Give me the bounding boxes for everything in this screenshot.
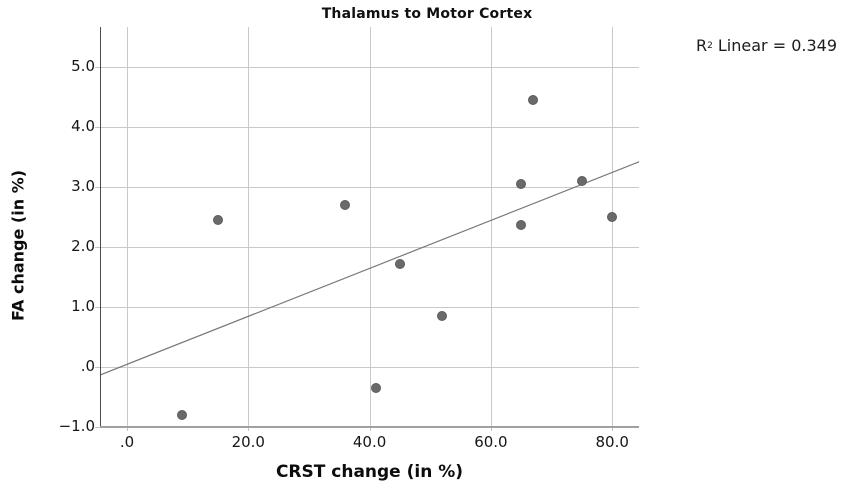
- y-axis-title: FA change (in %): [8, 169, 28, 322]
- gridline-vertical: [369, 27, 371, 427]
- y-axis-tick: [95, 127, 100, 129]
- gridline-horizontal: [100, 307, 639, 309]
- gridline-vertical: [127, 27, 128, 427]
- gridline-vertical: [490, 27, 492, 427]
- x-axis-line: [100, 426, 639, 428]
- r-squared-exponent: 2: [707, 41, 713, 51]
- y-axis-tick: [95, 67, 100, 69]
- y-axis-tick: [95, 247, 100, 249]
- gridline-horizontal: [100, 367, 639, 368]
- x-tick-label: 80.0: [595, 433, 629, 451]
- x-axis-tick: [612, 427, 614, 431]
- data-point: [176, 410, 187, 420]
- x-tick-label: 40.0: [352, 433, 387, 451]
- y-tick-label: 4.0: [71, 117, 95, 136]
- x-tick-label: 60.0: [474, 433, 508, 451]
- y-tick-label: 5.0: [71, 57, 95, 76]
- x-axis-tick: [369, 427, 371, 431]
- plot-area: [95, 27, 639, 431]
- x-axis-title: CRST change (in %): [275, 462, 464, 482]
- y-tick-label: −1.0: [58, 417, 95, 435]
- r-squared-base: R: [695, 36, 708, 55]
- gridline-horizontal: [100, 247, 639, 249]
- y-axis-tick: [95, 367, 100, 368]
- y-tick-label: 2.0: [71, 237, 95, 256]
- y-axis-tick: [95, 187, 100, 189]
- x-axis-tick: [490, 427, 492, 431]
- data-point: [394, 258, 405, 269]
- x-tick-label: .0: [119, 433, 135, 451]
- y-axis-line: [100, 27, 101, 428]
- x-axis-tick: [127, 427, 128, 431]
- gridline-vertical: [612, 27, 614, 427]
- data-point: [528, 95, 539, 106]
- data-point: [213, 215, 223, 226]
- data-point: [437, 310, 448, 321]
- y-tick-label: .0: [80, 357, 95, 376]
- y-tick-label: 1.0: [71, 297, 95, 316]
- gridline-horizontal: [100, 67, 639, 69]
- y-tick-label: 3.0: [71, 177, 95, 196]
- data-point: [516, 179, 527, 190]
- data-point: [607, 212, 618, 223]
- r-squared-text: Linear = 0.349: [712, 36, 837, 55]
- gridline-horizontal: [100, 127, 639, 129]
- r-squared-annotation: R2 Linear = 0.349: [696, 36, 837, 55]
- gridline-horizontal: [100, 187, 639, 189]
- y-axis-tick: [95, 427, 100, 428]
- data-point: [576, 176, 587, 187]
- gridline-vertical: [248, 27, 250, 427]
- x-axis-tick: [248, 427, 250, 431]
- data-point: [340, 200, 351, 211]
- data-point: [370, 383, 381, 393]
- y-axis-tick: [95, 307, 100, 309]
- chart-title: Thalamus to Motor Cortex: [321, 6, 533, 22]
- regression-fit-line: [100, 161, 639, 376]
- data-point: [516, 219, 527, 230]
- fit-line-layer: [100, 161, 639, 376]
- x-tick-label: 20.0: [231, 433, 265, 451]
